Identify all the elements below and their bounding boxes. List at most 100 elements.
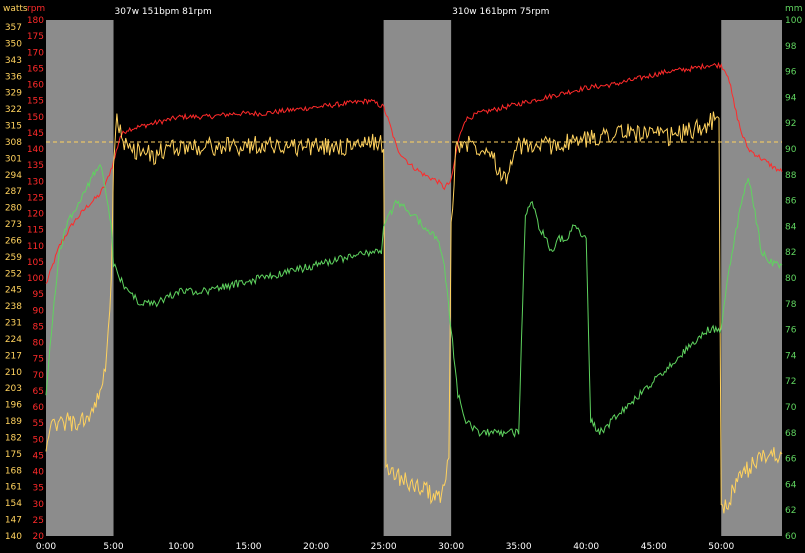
mm-tick-label: 86 <box>785 197 797 207</box>
mm-axis-title: mm <box>785 4 803 14</box>
rpm-tick-label: 155 <box>27 97 44 107</box>
rpm-tick-label: 95 <box>33 290 44 300</box>
watts-tick-label: 294 <box>5 171 22 181</box>
mm-tick-label: 88 <box>785 171 797 181</box>
rpm-tick-label: 65 <box>33 387 44 397</box>
time-tick-label: 0:00 <box>36 542 56 552</box>
time-tick-label: 40:00 <box>573 542 599 552</box>
mm-tick-label: 70 <box>785 403 797 413</box>
rpm-tick-label: 50 <box>33 435 45 445</box>
time-tick-label: 35:00 <box>506 542 532 552</box>
rpm-tick-label: 25 <box>33 516 44 526</box>
mm-tick-label: 62 <box>785 506 796 516</box>
watts-tick-label: 322 <box>5 105 22 115</box>
watts-tick-label: 203 <box>5 384 22 394</box>
rpm-tick-label: 60 <box>33 403 45 413</box>
rpm-tick-label: 105 <box>27 258 44 268</box>
watts-tick-label: 308 <box>5 138 22 148</box>
axis-titles: watts rpm mm <box>3 4 803 14</box>
time-tick-label: 25:00 <box>371 542 397 552</box>
watts-tick-label: 140 <box>5 532 22 542</box>
series-layer <box>45 61 783 514</box>
watts-tick-label: 175 <box>5 450 22 460</box>
rpm-tick-label: 90 <box>33 306 45 316</box>
mm-tick-label: 64 <box>785 480 797 490</box>
watts-tick-label: 168 <box>5 466 22 476</box>
rpm-tick-label: 125 <box>27 193 44 203</box>
watts-tick-label: 259 <box>5 253 22 263</box>
watts-tick-label: 147 <box>5 516 22 526</box>
time-tick-labels: 0:00 5:00 10:00 15:00 20:00 25:00 30:00 35:00 40… <box>36 542 735 552</box>
mm-tick-label: 74 <box>785 351 797 361</box>
rpm-tick-label: 175 <box>27 32 44 42</box>
mm-series-line <box>45 163 783 438</box>
rpm-tick-label: 170 <box>27 48 44 58</box>
rpm-tick-label: 145 <box>27 129 44 139</box>
watts-tick-label: 189 <box>5 417 22 427</box>
rest-shade <box>383 20 452 536</box>
watts-series-line <box>45 111 783 514</box>
mm-tick-label: 90 <box>785 145 797 155</box>
rpm-tick-labels: 20 25 30 35 40 45 50 55 60 65 70 75 80 85 90 95 100 105 11… <box>27 16 44 542</box>
mm-tick-label: 98 <box>785 42 797 52</box>
rpm-tick-label: 160 <box>27 81 44 91</box>
watts-tick-label: 224 <box>5 335 22 345</box>
interval-label-1: 307w 151bpm 81rpm <box>115 7 212 17</box>
rest-shade <box>721 20 782 536</box>
rpm-tick-label: 70 <box>33 371 45 381</box>
rest-shade <box>46 20 114 536</box>
watts-tick-label: 154 <box>5 499 22 509</box>
watts-tick-label: 273 <box>5 220 22 230</box>
watts-tick-label: 315 <box>5 122 22 132</box>
interval-label-2: 310w 161bpm 75rpm <box>452 7 549 17</box>
mm-tick-labels: 60 62 64 66 68 70 72 74 76 78 80 82 84 86 88 90 92 94 96 98… <box>785 16 802 542</box>
time-tick-label: 20:00 <box>303 542 329 552</box>
rpm-tick-label: 55 <box>33 419 44 429</box>
rpm-tick-label: 80 <box>33 339 45 349</box>
rpm-tick-label: 35 <box>33 484 44 494</box>
time-tick-label: 30:00 <box>438 542 464 552</box>
watts-tick-label: 357 <box>5 23 22 33</box>
rpm-tick-label: 45 <box>33 451 44 461</box>
rpm-tick-label: 115 <box>27 226 44 236</box>
rpm-tick-label: 40 <box>33 468 45 478</box>
mm-tick-label: 78 <box>785 300 797 310</box>
mm-tick-label: 80 <box>785 274 797 284</box>
time-tick-label: 10:00 <box>168 542 194 552</box>
mm-tick-label: 76 <box>785 326 797 336</box>
mm-tick-label: 84 <box>785 222 797 232</box>
time-tick-label: 45:00 <box>641 542 667 552</box>
rpm-tick-label: 140 <box>27 145 44 155</box>
watts-tick-label: 252 <box>5 269 22 279</box>
mm-tick-label: 96 <box>785 68 797 78</box>
interval-labels: 307w 151bpm 81rpm 310w 161bpm 75rpm <box>115 7 550 17</box>
time-tick-label: 50:00 <box>708 542 734 552</box>
watts-tick-labels: 140 147 154 161 168 175 182 189 196 203 210 217 224 2… <box>5 23 22 542</box>
watts-tick-label: 196 <box>5 401 22 411</box>
mm-tick-label: 94 <box>785 93 797 103</box>
watts-tick-label: 350 <box>5 39 22 49</box>
watts-tick-label: 266 <box>5 236 22 246</box>
rpm-tick-label: 120 <box>27 210 44 220</box>
watts-axis-title: watts <box>3 4 28 14</box>
mm-tick-label: 100 <box>785 16 802 26</box>
rpm-tick-label: 110 <box>27 242 44 252</box>
watts-tick-label: 329 <box>5 89 22 99</box>
watts-tick-label: 231 <box>5 319 22 329</box>
watts-tick-label: 336 <box>5 72 22 82</box>
rpm-tick-label: 100 <box>27 274 44 284</box>
mm-tick-label: 92 <box>785 119 796 129</box>
mm-tick-label: 60 <box>785 532 797 542</box>
watts-tick-label: 210 <box>5 368 22 378</box>
rpm-axis-title: rpm <box>27 4 45 14</box>
rpm-tick-label: 180 <box>27 16 44 26</box>
rpm-series-line <box>45 61 783 284</box>
rest-shading-layer <box>46 20 782 536</box>
mm-tick-label: 72 <box>785 377 796 387</box>
mm-tick-label: 68 <box>785 429 797 439</box>
rpm-tick-label: 150 <box>27 113 44 123</box>
rpm-tick-label: 20 <box>33 532 45 542</box>
rpm-tick-label: 30 <box>33 500 45 510</box>
mm-tick-label: 82 <box>785 248 796 258</box>
watts-tick-label: 182 <box>5 433 22 443</box>
